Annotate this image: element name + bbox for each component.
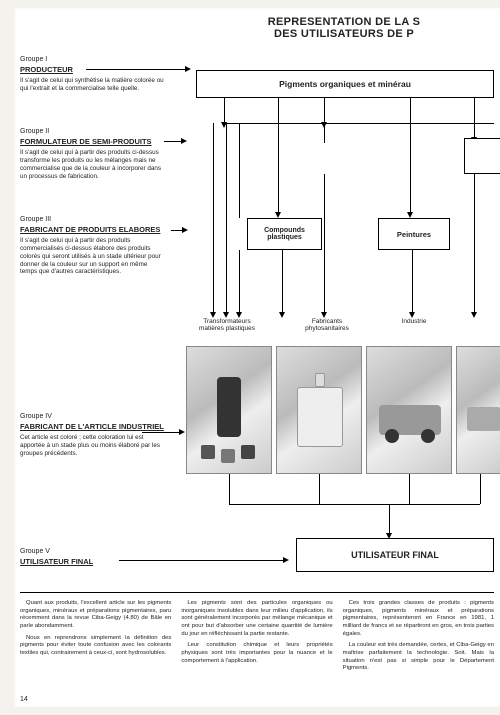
group4-desc: Cet article est coloré ; cette coloratio… [20,434,165,458]
line-mid-f [412,250,413,313]
col-1: Quant aux produits, l'excellent article … [20,600,171,697]
arrow-g4 [142,432,180,433]
c1p2: Nous en reprendrons simplement la défini… [20,635,171,658]
group2-head: FORMULATEUR DE SEMI-PRODUITS [20,137,165,146]
line-mid-d [282,250,283,313]
photo-industrie [366,346,452,474]
hline-final [229,504,480,505]
line-f4 [480,474,481,504]
c1p1: Quant aux produits, l'excellent article … [20,600,171,631]
arrow-g2 [164,141,182,142]
page: REPRESENTATION DE LA S DES UTILISATEURS … [14,8,500,707]
box-compounds: Compounds plastiques [247,218,322,250]
col-3: Ces trois grandes classes de produits : … [343,600,494,697]
group5-head: UTILISATEUR FINAL [20,557,165,566]
line-mid-g [474,174,475,313]
group1-desc: Il s'agit de celui qui synthétise la mat… [20,77,165,93]
line-mid-e [324,174,325,313]
c3p1: Ces trois grandes classes de produits : … [343,600,494,638]
title-line1: REPRESENTATION DE LA S [194,16,494,28]
page-number: 14 [20,696,28,703]
line-f2 [319,474,320,504]
line-top-3 [324,98,325,123]
label-indus: Industrie [379,318,449,325]
photo-phyto [276,346,362,474]
label-trans: Transformateurs matières plastiques [192,318,262,332]
line-top-5 [474,98,475,138]
group-2: Groupe II FORMULATEUR DE SEMI-PRODUITS I… [20,128,165,180]
label-phyto: Fabricants phytosanitaires [292,318,362,332]
bottom-rule [20,592,494,593]
text-columns: Quant aux produits, l'excellent article … [20,600,494,697]
group-4: Groupe IV FABRICANT DE L'ARTICLE INDUSTR… [20,413,165,458]
title-line2: DES UTILISATEURS DE P [194,28,494,40]
group3-desc: Il s'agit de celui qui à partir des prod… [20,237,165,276]
photo-plastiques [186,346,272,474]
col-2: Les pigments sont des particules organiq… [181,600,332,697]
group-5: Groupe V UTILISATEUR FINAL [20,548,165,569]
box-peintures: Peintures [378,218,450,250]
line-mid-c [239,250,240,313]
line-top-4 [410,98,411,213]
line-mid-c2 [239,123,240,218]
group-3: Groupe III FABRICANT DE PRODUITS ELABORE… [20,216,165,276]
box-partial-right [464,138,500,174]
line-final-down [389,504,390,534]
c2p2: Leur constitution chimique et leurs prop… [181,642,332,665]
box-pigments: Pigments organiques et minérau [196,70,494,98]
line-mid-a [213,123,214,313]
group3-head: FABRICANT DE PRODUITS ELABORES [20,225,165,234]
title-block: REPRESENTATION DE LA S DES UTILISATEURS … [194,16,494,40]
group5-label: Groupe V [20,548,165,555]
line-f3 [409,474,410,504]
hline-2 [324,123,494,124]
arrow-g5 [119,560,284,561]
group4-label: Groupe IV [20,413,165,420]
c2p1: Les pigments sont des particules organiq… [181,600,332,638]
group2-label: Groupe II [20,128,165,135]
photo-cutoff [456,346,500,474]
arrow-g3 [171,230,183,231]
group2-desc: Il s'agit de celui qui à partir des prod… [20,149,165,180]
line-f1 [229,474,230,504]
group4-head: FABRICANT DE L'ARTICLE INDUSTRIEL [20,422,165,431]
line-mid-b [226,123,227,313]
group-1: Groupe I PRODUCTEUR Il s'agit de celui q… [20,56,165,93]
arrow-g1 [86,69,186,70]
line-top-1 [224,98,225,123]
line-top-2 [278,98,279,213]
group3-label: Groupe III [20,216,165,223]
box-final: UTILISATEUR FINAL [296,538,494,572]
group1-label: Groupe I [20,56,165,63]
c3p2: La couleur est très demandée, certes, et… [343,642,494,673]
line-mid-e2 [324,123,325,143]
